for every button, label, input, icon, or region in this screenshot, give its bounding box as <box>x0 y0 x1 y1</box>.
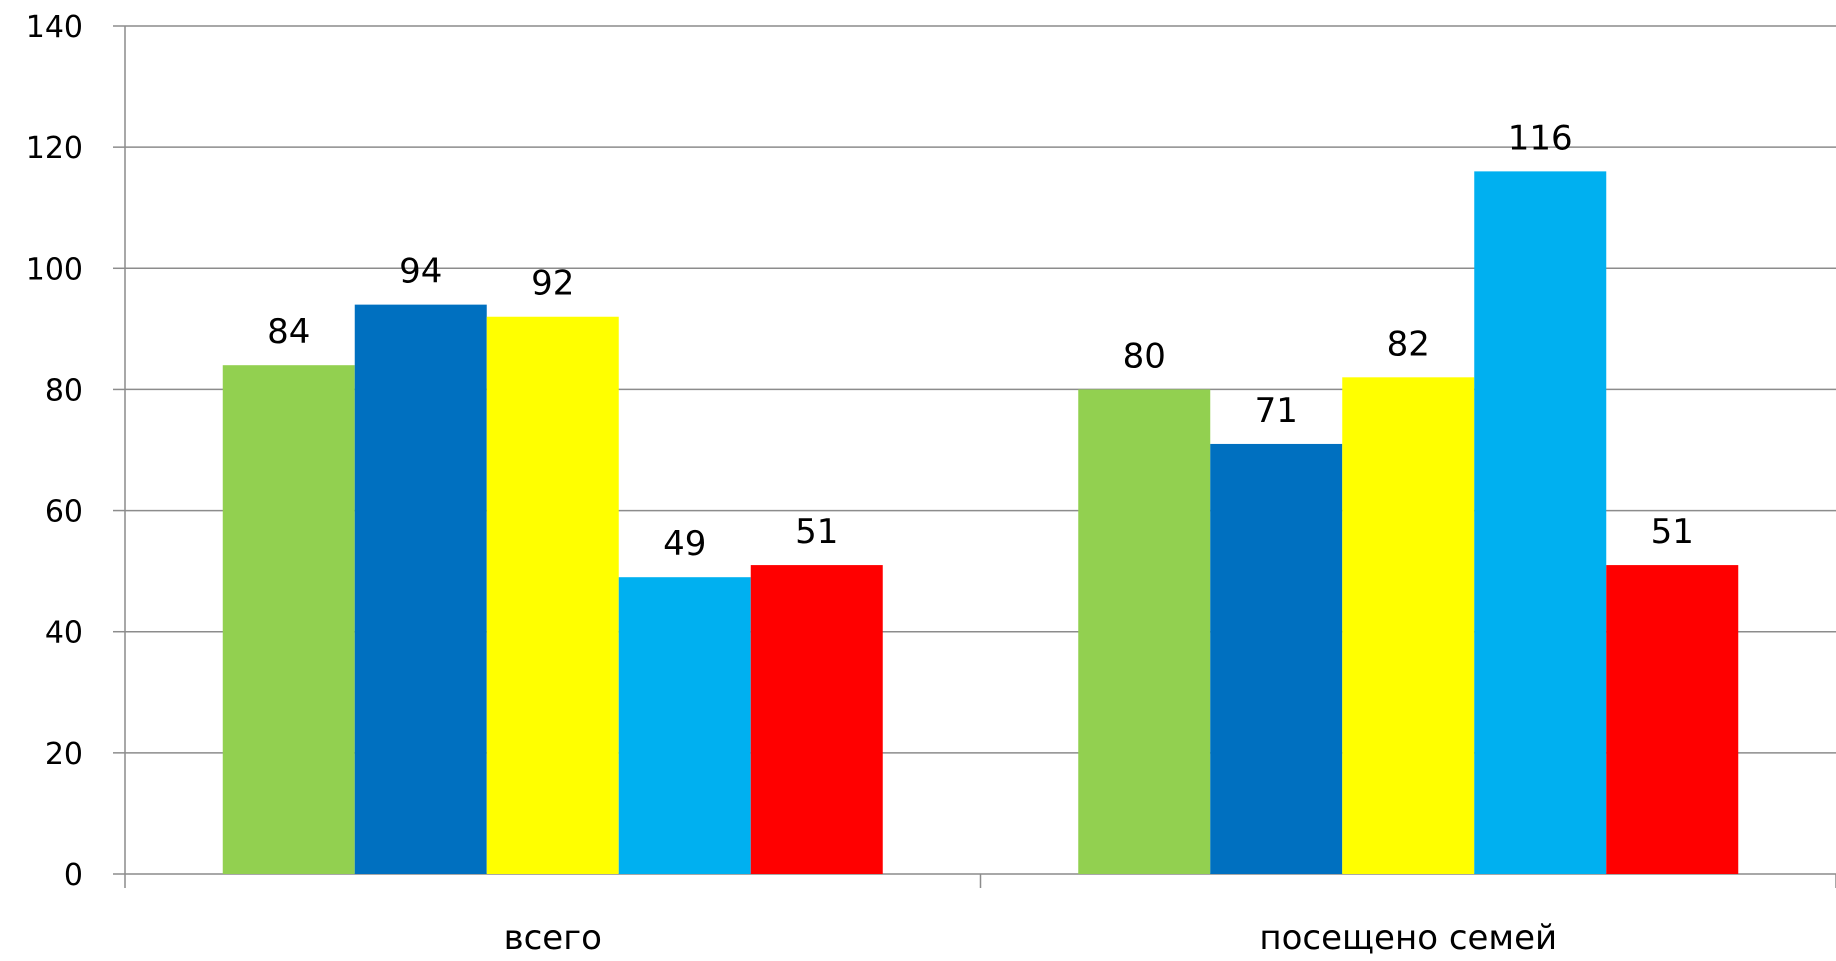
data-label: 92 <box>531 264 574 304</box>
bar <box>1210 443 1343 874</box>
bar <box>222 365 355 874</box>
y-tick-label: 80 <box>45 373 83 408</box>
data-label: 94 <box>399 252 442 292</box>
bar <box>1342 377 1475 874</box>
data-label: 71 <box>1255 391 1298 431</box>
bar <box>1078 389 1211 874</box>
x-category-label: всего <box>504 918 602 958</box>
labels: 0 20 40 60 80 100 120 140 всего 84 94 92 49 51 посещен… <box>26 10 1694 958</box>
y-tick-label: 40 <box>45 616 83 651</box>
y-tick-label: 140 <box>26 10 83 45</box>
bar <box>750 565 883 874</box>
y-tick-label: 60 <box>45 495 83 530</box>
y-tick-label: 20 <box>45 737 83 772</box>
bar <box>486 316 619 874</box>
bar <box>1606 565 1739 874</box>
bar <box>1474 171 1607 874</box>
y-tick-label: 0 <box>64 858 83 893</box>
data-label: 84 <box>267 312 310 352</box>
data-label: 49 <box>663 524 706 564</box>
y-tick-label: 120 <box>26 131 83 166</box>
bar <box>354 304 487 875</box>
data-label: 51 <box>1651 512 1694 552</box>
data-label: 80 <box>1123 336 1166 376</box>
data-label: 51 <box>795 512 838 552</box>
x-category-label: посещено семей <box>1259 918 1557 958</box>
y-tick-label: 100 <box>26 252 83 287</box>
bar <box>618 577 751 874</box>
data-label: 82 <box>1387 324 1430 364</box>
bars <box>222 171 1739 875</box>
data-label: 116 <box>1508 118 1573 158</box>
